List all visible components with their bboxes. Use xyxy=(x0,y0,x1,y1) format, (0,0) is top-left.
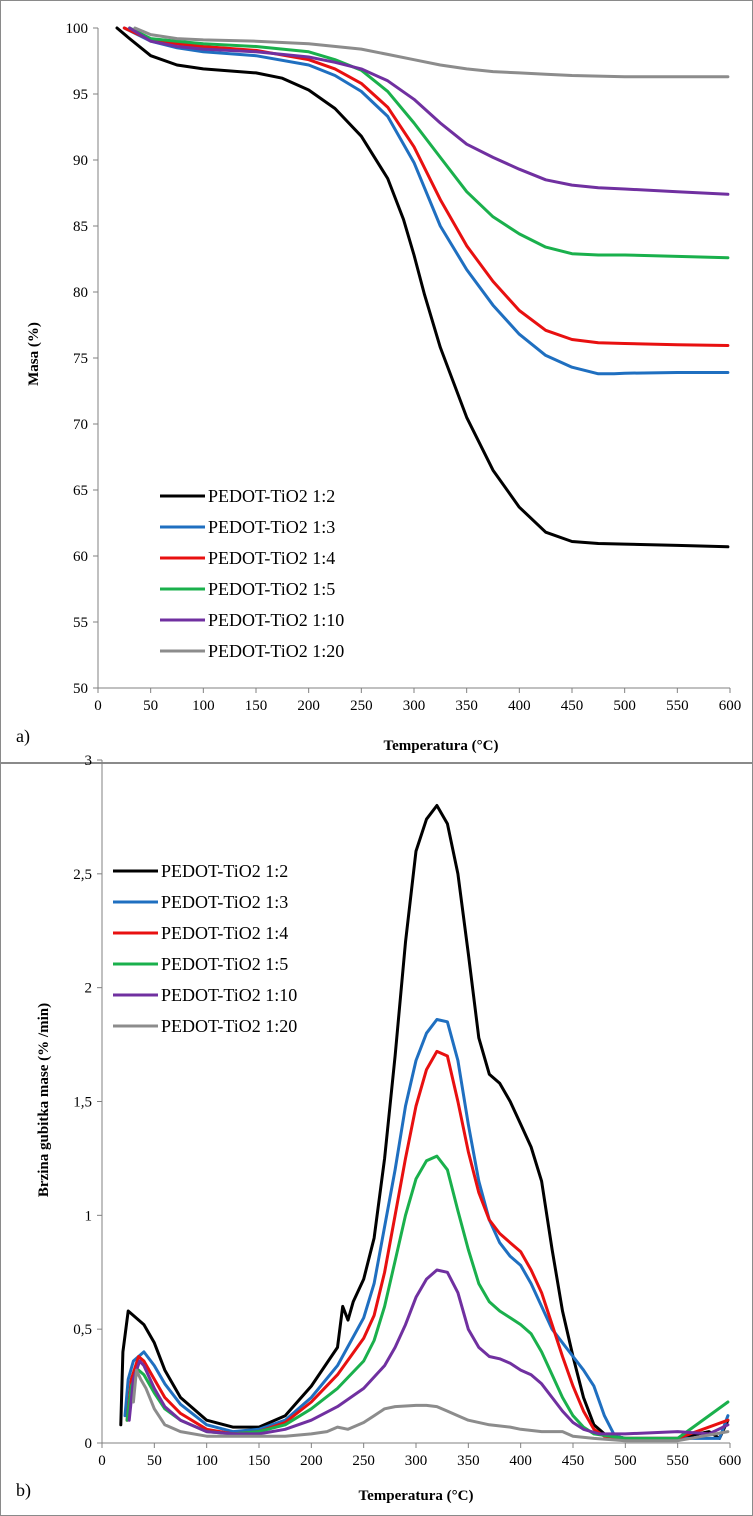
panel-a-y-tick-label: 80 xyxy=(73,285,88,301)
panel-b-x-tick-label: 100 xyxy=(195,1453,218,1469)
panel-a-series-line-5 xyxy=(128,26,730,196)
panel-a-legend: PEDOT-TiO2 1:2 PEDOT-TiO2 1:3 PEDOT-TiO2 1… xyxy=(160,486,344,661)
panel-a-x-tick-label: 550 xyxy=(666,698,689,714)
panel-a-legend-label: PEDOT-TiO2 1:4 xyxy=(208,548,335,568)
panel-a-y-axis-title: Masa (%) xyxy=(26,322,42,386)
panel-a-series-line-3 xyxy=(122,26,730,347)
panel-b-x-tick-label: 50 xyxy=(147,1453,162,1469)
panel-b-x-tick-label: 500 xyxy=(614,1453,637,1469)
panel-a-y-tick-label: 50 xyxy=(73,681,88,697)
panel-b-x-ticks: 0 50 100 150 200 250 300 350 400 450 500 550 600 xyxy=(98,1443,741,1469)
chart-panel-a: 0 50 100 150 200 250 300 350 400 450 500 550 600 505… xyxy=(16,21,741,754)
panel-a-legend-label: PEDOT-TiO2 1:20 xyxy=(208,641,344,661)
panel-b-y-tick-label: 1 xyxy=(85,1208,93,1224)
panel-b-x-tick-label: 150 xyxy=(248,1453,271,1469)
panel-a-x-axis-title: Temperatura (°C) xyxy=(383,738,498,754)
panel-b-y-tick-label: 1,5 xyxy=(73,1095,92,1111)
panel-b-legend-label: PEDOT-TiO2 1:3 xyxy=(161,892,288,912)
panel-b-series-line-4 xyxy=(125,1154,730,1440)
chart-panel-b: 0 50 100 150 200 250 300 350 400 450 500 550 600 0 0,… xyxy=(16,753,741,1504)
panel-a-legend-label: PEDOT-TiO2 1:5 xyxy=(208,579,335,599)
panel-b-x-tick-label: 200 xyxy=(300,1453,323,1469)
panel-a-x-tick-label: 350 xyxy=(455,698,478,714)
panel-b-x-tick-label: 350 xyxy=(457,1453,480,1469)
panel-a-y-tick-label: 100 xyxy=(66,21,89,37)
panel-b-series-line-3 xyxy=(125,1049,730,1440)
panel-a-series-line-1 xyxy=(115,26,730,549)
panel-a-legend-label: PEDOT-TiO2 1:3 xyxy=(208,517,335,537)
panel-a-series xyxy=(115,26,730,549)
panel-a-x-tick-label: 450 xyxy=(561,698,584,714)
panel-b-x-tick-label: 600 xyxy=(719,1453,742,1469)
panel-a-series-line-4 xyxy=(128,26,730,260)
panel-a-y-ticks: 50 55 60 65 70 75 80 85 90 95 100 xyxy=(66,21,98,697)
panel-b-frame xyxy=(0,763,753,1516)
panel-a-x-tick-label: 200 xyxy=(297,698,320,714)
panel-a-x-tick-label: 250 xyxy=(350,698,373,714)
panel-a-legend-label: PEDOT-TiO2 1:2 xyxy=(208,486,335,506)
panel-b-x-tick-label: 400 xyxy=(509,1453,532,1469)
panel-b-series-line-1 xyxy=(119,804,730,1440)
panel-b-legend-label: PEDOT-TiO2 1:4 xyxy=(161,923,288,943)
panel-a-x-tick-label: 50 xyxy=(143,698,158,714)
panel-a-x-tick-label: 400 xyxy=(508,698,531,714)
panel-a-y-tick-label: 70 xyxy=(73,417,88,433)
panel-a-frame xyxy=(0,0,753,763)
panel-b-x-tick-label: 300 xyxy=(405,1453,428,1469)
panel-b-y-tick-label: 2 xyxy=(85,981,93,997)
panel-a-y-tick-label: 60 xyxy=(73,549,88,565)
panel-b-x-axis-title: Temperatura (°C) xyxy=(358,1488,473,1504)
panel-b-y-tick-label: 2,5 xyxy=(73,867,92,883)
panel-a-x-tick-label: 300 xyxy=(403,698,426,714)
panel-a-x-tick-label: 600 xyxy=(719,698,742,714)
panel-b-x-tick-label: 0 xyxy=(98,1453,106,1469)
panel-a-y-tick-label: 85 xyxy=(73,219,88,235)
panel-a-series-line-2 xyxy=(122,26,730,376)
panel-a-x-ticks: 0 50 100 150 200 250 300 350 400 450 500 550 600 xyxy=(94,688,741,714)
panel-a-y-tick-label: 55 xyxy=(73,615,88,631)
panel-b-x-tick-label: 250 xyxy=(352,1453,375,1469)
panel-a-y-tick-label: 65 xyxy=(73,483,88,499)
panel-b-x-tick-label: 450 xyxy=(562,1453,585,1469)
panel-b-y-axis-title: Brzina gubitka mase (% /min) xyxy=(36,1003,52,1197)
panel-a-y-tick-label: 95 xyxy=(73,87,88,103)
panel-b-series xyxy=(119,804,730,1443)
panel-b-series-line-6 xyxy=(131,1368,730,1443)
panel-a-y-tick-label: 75 xyxy=(73,351,88,367)
panel-a-x-tick-label: 150 xyxy=(245,698,268,714)
panel-a-label: a) xyxy=(16,726,30,747)
panel-b-y-tick-label: 0,5 xyxy=(73,1322,92,1338)
panel-b-legend: PEDOT-TiO2 1:2 PEDOT-TiO2 1:3 PEDOT-TiO2 1… xyxy=(113,861,297,1036)
panel-b-y-ticks: 0 0,5 1 1,5 2 2,5 3 xyxy=(73,753,102,1452)
panel-b-series-line-5 xyxy=(127,1268,730,1436)
panel-a-x-tick-label: 500 xyxy=(613,698,636,714)
panel-b-x-tick-label: 550 xyxy=(666,1453,689,1469)
panel-b-series-line-2 xyxy=(123,1018,730,1440)
panel-a-series-line-6 xyxy=(133,26,730,79)
panel-a-y-tick-label: 90 xyxy=(73,153,88,169)
panel-b-y-tick-label: 0 xyxy=(85,1436,93,1452)
panel-a-legend-label: PEDOT-TiO2 1:10 xyxy=(208,610,344,630)
panel-a-x-tick-label: 0 xyxy=(94,698,102,714)
panel-a-x-tick-label: 100 xyxy=(192,698,215,714)
panel-b-legend-label: PEDOT-TiO2 1:2 xyxy=(161,861,288,881)
panel-b-legend-label: PEDOT-TiO2 1:20 xyxy=(161,1016,297,1036)
panel-b-y-tick-label: 3 xyxy=(85,753,93,769)
panel-b-legend-label: PEDOT-TiO2 1:10 xyxy=(161,985,297,1005)
panel-b-legend-label: PEDOT-TiO2 1:5 xyxy=(161,954,288,974)
panel-b-label: b) xyxy=(16,1480,31,1501)
